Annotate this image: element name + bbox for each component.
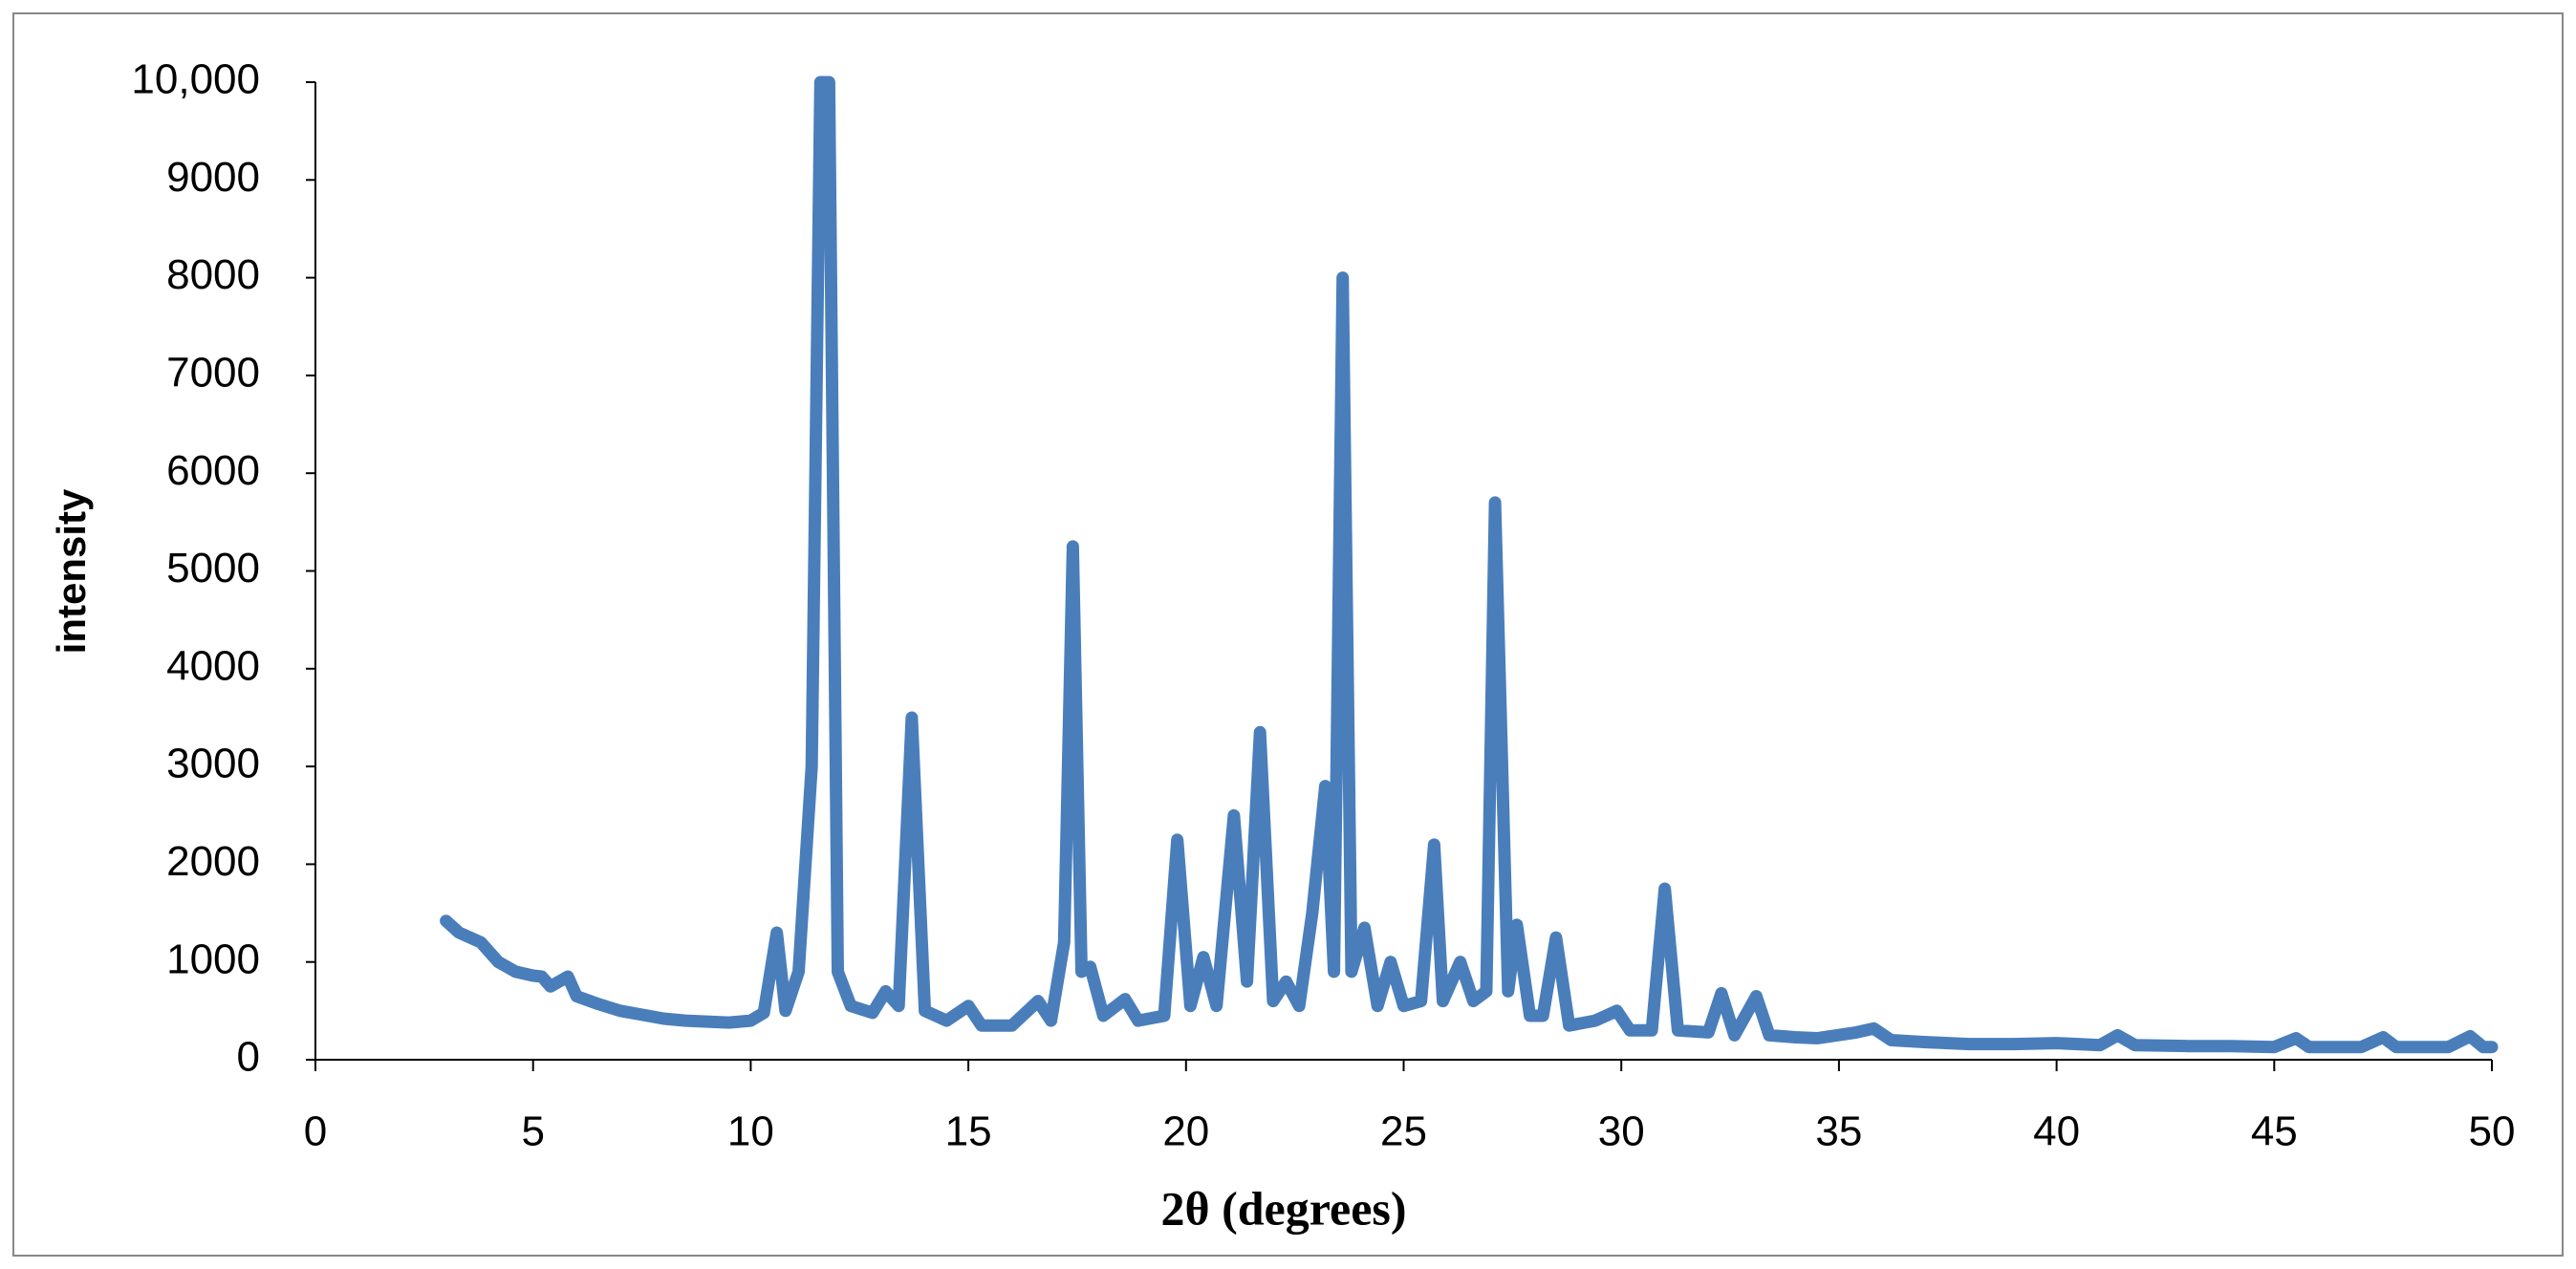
x-axis-title: 2θ (degrees): [1160, 1181, 1406, 1235]
x-tick-label: 50: [2469, 1108, 2516, 1155]
y-tick-label: 0: [237, 1034, 260, 1081]
x-tick-label: 0: [304, 1108, 327, 1155]
x-tick-label: 15: [945, 1108, 992, 1155]
y-tick-label: 5000: [166, 545, 260, 591]
y-tick-label: 7000: [166, 350, 260, 397]
y-tick-label: 3000: [166, 741, 260, 787]
x-tick-label: 5: [521, 1108, 544, 1155]
y-tick-label: 9000: [166, 154, 260, 201]
y-tick-label: 8000: [166, 251, 260, 298]
x-tick-label: 25: [1380, 1108, 1427, 1155]
data-line: [440, 75, 2499, 1054]
x-tick-label: 40: [2033, 1108, 2080, 1155]
x-tick-label: 35: [1815, 1108, 1862, 1155]
y-tick-label: 1000: [166, 936, 260, 982]
x-tick-label: 30: [1598, 1108, 1645, 1155]
y-axis-title: intensity: [49, 488, 94, 654]
y-tick-label: 4000: [166, 642, 260, 689]
x-tick-label: 10: [727, 1108, 774, 1155]
x-tick-label: 45: [2251, 1108, 2298, 1155]
y-tick-label: 2000: [166, 838, 260, 885]
chart-frame: [12, 12, 2564, 1257]
y-tick-label: 6000: [166, 447, 260, 494]
y-tick-label: 10,000: [131, 56, 260, 103]
x-tick-label: 20: [1162, 1108, 1209, 1155]
